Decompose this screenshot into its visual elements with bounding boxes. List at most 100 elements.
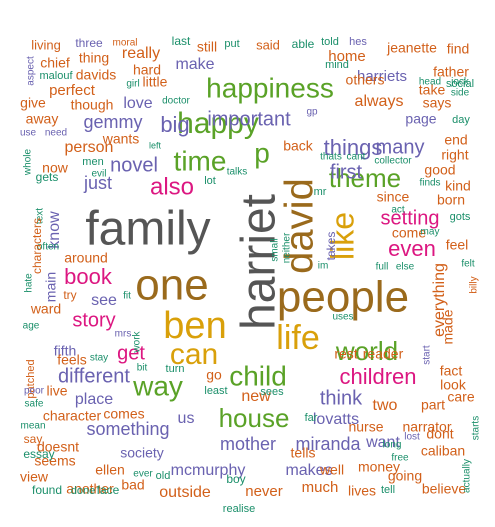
cloud-word: world <box>335 336 398 366</box>
cloud-word: feel <box>446 237 469 253</box>
cloud-word: seems <box>34 453 75 469</box>
cloud-word: fifth <box>54 343 77 359</box>
cloud-word: tells <box>291 445 316 461</box>
cloud-word: thing <box>79 50 109 66</box>
cloud-word: done <box>71 485 95 497</box>
cloud-word: people <box>277 273 409 322</box>
cloud-word: comes <box>103 406 144 422</box>
cloud-word: left <box>149 140 162 150</box>
cloud-word: though <box>71 97 114 113</box>
cloud-word: bit <box>137 363 148 374</box>
cloud-word: since <box>377 189 410 205</box>
cloud-word: moral <box>112 38 137 49</box>
cloud-word: can <box>170 338 218 371</box>
cloud-word: caliban <box>421 443 465 459</box>
cloud-word: one <box>135 261 208 310</box>
cloud-word: mind <box>325 59 349 71</box>
cloud-word: p <box>254 137 270 168</box>
cloud-word: society <box>120 445 164 461</box>
cloud-word: make <box>175 56 214 73</box>
cloud-word: lost <box>404 432 420 443</box>
cloud-word: fit <box>123 291 131 302</box>
cloud-word: mcmurphy <box>171 462 246 479</box>
cloud-word: view <box>20 469 49 485</box>
cloud-word: lot <box>204 175 216 187</box>
cloud-word: characters <box>30 218 44 274</box>
cloud-word: old <box>156 470 171 482</box>
cloud-word: chief <box>40 55 70 71</box>
cloud-word: living <box>31 37 61 52</box>
cloud-word: davids <box>76 67 116 83</box>
cloud-word: hes <box>349 36 367 48</box>
cloud-word: age <box>23 321 40 332</box>
cloud-word: another <box>66 481 114 497</box>
cloud-word: happiness <box>206 72 334 103</box>
cloud-word: narrator <box>402 419 451 435</box>
cloud-word: get <box>117 342 145 364</box>
cloud-word: whole <box>23 149 34 177</box>
cloud-word: take <box>419 82 446 98</box>
cloud-word: others <box>346 72 385 88</box>
cloud-word: two <box>373 397 398 414</box>
cloud-word: feels <box>57 352 87 368</box>
cloud-word: rest <box>334 346 357 362</box>
cloud-word: away <box>26 111 59 127</box>
cloud-word: think <box>320 387 363 409</box>
cloud-word: ellen <box>95 462 125 478</box>
cloud-word: find <box>447 41 470 57</box>
cloud-word: sees <box>260 386 284 398</box>
cloud-word: small <box>270 238 281 261</box>
cloud-word: social <box>446 78 474 90</box>
cloud-word: day <box>452 114 470 126</box>
cloud-word: said <box>256 37 280 52</box>
cloud-word: setting <box>381 207 440 229</box>
cloud-word: theme <box>329 163 401 193</box>
cloud-word: tell <box>381 484 395 496</box>
cloud-word: jeanette <box>386 40 437 56</box>
cloud-word: found <box>32 483 62 497</box>
cloud-word: gots <box>450 211 471 223</box>
cloud-word: turn <box>166 363 185 375</box>
cloud-word: ever <box>133 469 153 480</box>
cloud-word: able <box>292 37 315 51</box>
cloud-word: right <box>441 147 468 163</box>
cloud-word: far <box>305 412 318 424</box>
cloud-word: says <box>423 95 452 111</box>
cloud-word: im <box>318 261 329 272</box>
cloud-word: jock <box>450 77 470 88</box>
cloud-word: put <box>224 38 239 50</box>
cloud-word: big <box>160 112 189 137</box>
cloud-word: new <box>241 388 271 405</box>
cloud-word: head <box>419 77 441 88</box>
cloud-word: still <box>197 39 217 55</box>
cloud-word: book <box>64 264 113 289</box>
cloud-word: back <box>283 138 314 154</box>
cloud-word: place <box>75 391 113 408</box>
cloud-word: like <box>324 212 360 260</box>
cloud-word: text <box>35 208 46 224</box>
cloud-word: patched <box>25 359 37 398</box>
cloud-word: give <box>20 95 46 111</box>
cloud-word: child <box>229 360 287 391</box>
cloud-word: may <box>421 227 440 238</box>
cloud-word: use <box>20 128 37 139</box>
cloud-word: bad <box>121 477 144 493</box>
cloud-word: love <box>123 95 152 112</box>
cloud-word: aspect <box>26 56 37 86</box>
cloud-word: malouf <box>39 70 73 82</box>
cloud-word: often <box>37 242 59 253</box>
cloud-word: act <box>391 205 405 216</box>
cloud-word: start <box>422 345 433 365</box>
cloud-word: cant <box>347 152 366 163</box>
cloud-word: important <box>207 108 291 130</box>
cloud-word: poor <box>24 386 45 397</box>
cloud-word: everything <box>431 263 448 337</box>
cloud-word: gp <box>306 107 318 118</box>
cloud-word: lovatts <box>313 411 359 428</box>
cloud-word: see <box>91 292 117 309</box>
cloud-word: life <box>276 319 319 357</box>
cloud-word: least <box>204 385 227 397</box>
cloud-word: doctor <box>162 96 190 107</box>
cloud-word: last <box>172 34 191 48</box>
cloud-word: father <box>433 64 469 80</box>
